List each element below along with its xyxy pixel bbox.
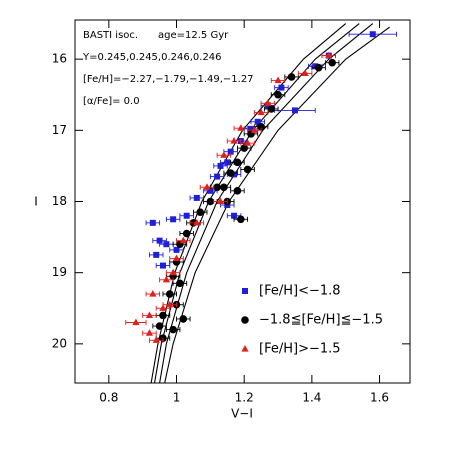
data-point: [179, 236, 187, 244]
legend-label: [Fe/H]<−1.8: [259, 284, 341, 299]
data-point: [267, 105, 276, 113]
y-tick-label: 19: [52, 265, 67, 279]
annotation: [α/Fe]= 0.0: [83, 96, 140, 107]
x-tick-label: 1.4: [302, 391, 321, 405]
x-tick-label: 1.2: [235, 391, 254, 405]
data-point: [206, 197, 215, 206]
data-point: [325, 51, 333, 59]
plot-area: [125, 23, 397, 383]
data-point: [193, 194, 200, 201]
data-point: [169, 325, 177, 334]
data-point: [203, 183, 211, 190]
data-point: [162, 275, 170, 283]
data-point: [369, 31, 376, 38]
data-point: [196, 208, 205, 216]
data-point: [179, 315, 188, 323]
y-tick-label: 18: [52, 194, 67, 208]
data-point: [165, 290, 174, 298]
data-point: [176, 279, 184, 288]
annotation: [Fe/H]=−2.27,−1.79,−1.49,−1.27: [83, 74, 254, 85]
data-point: [155, 322, 164, 330]
legend-marker: [241, 345, 249, 352]
data-point: [237, 124, 245, 131]
annotation: Y=0.245,0.245,0.246,0.246: [82, 52, 222, 63]
data-point: [170, 216, 177, 223]
x-tick-label: 0.8: [99, 391, 118, 405]
data-point: [214, 173, 221, 180]
data-point: [314, 63, 323, 72]
data-point: [224, 159, 231, 166]
data-point: [237, 215, 245, 224]
data-point: [149, 290, 157, 297]
data-point: [278, 84, 285, 91]
data-point: [243, 165, 252, 174]
data-point: [247, 125, 254, 132]
data-point: [152, 336, 160, 343]
data-point: [226, 169, 235, 177]
data-point: [153, 251, 160, 258]
data-point: [240, 144, 248, 152]
data-point: [231, 212, 238, 219]
data-point: [216, 197, 225, 205]
data-point: [193, 218, 201, 226]
legend-marker: [241, 316, 249, 324]
data-point: [163, 241, 170, 248]
data-point: [156, 237, 163, 244]
data-point: [145, 311, 154, 318]
data-point: [182, 229, 191, 238]
data-point: [183, 212, 190, 219]
data-point: [172, 254, 181, 262]
data-point: [217, 162, 224, 169]
data-point: [264, 99, 272, 106]
data-point: [274, 76, 282, 84]
data-point: [243, 139, 252, 146]
data-point: [145, 329, 154, 336]
y-tick-label: 17: [52, 123, 67, 137]
y-tick-label: 20: [52, 336, 67, 350]
data-point: [149, 219, 156, 226]
isochrone: [150, 23, 347, 383]
annotation: age=12.5 Gyr: [158, 30, 229, 41]
data-point: [230, 137, 238, 144]
data-point: [132, 318, 140, 326]
data-point: [250, 126, 258, 133]
data-point: [254, 118, 261, 125]
y-axis-label: I: [34, 195, 38, 209]
data-point: [328, 58, 336, 67]
legend-marker: [242, 288, 248, 294]
data-point: [301, 69, 309, 76]
legend-label: [Fe/H]>−1.5: [259, 342, 341, 357]
data-point: [173, 246, 180, 253]
x-tick-label: 1.6: [370, 391, 389, 405]
data-point: [227, 148, 234, 155]
data-point: [220, 151, 228, 158]
data-point: [287, 73, 296, 81]
data-point: [213, 183, 221, 192]
data-point: [169, 268, 177, 276]
x-axis-label: V−I: [231, 407, 253, 421]
data-point: [159, 262, 166, 269]
annotation: BASTI isoc.: [83, 30, 138, 41]
data-point: [207, 187, 214, 194]
data-point: [159, 304, 167, 311]
data-point: [233, 158, 242, 167]
data-point: [274, 90, 282, 99]
data-point: [257, 108, 265, 116]
data-point: [291, 107, 298, 114]
data-point: [166, 300, 174, 308]
data-point: [257, 122, 265, 131]
data-point: [159, 311, 167, 320]
y-tick-label: 16: [52, 52, 67, 66]
legend-label: −1.8≦[Fe/H]≦−1.5: [259, 313, 383, 328]
data-point: [233, 187, 242, 195]
x-tick-label: 1: [173, 391, 181, 405]
